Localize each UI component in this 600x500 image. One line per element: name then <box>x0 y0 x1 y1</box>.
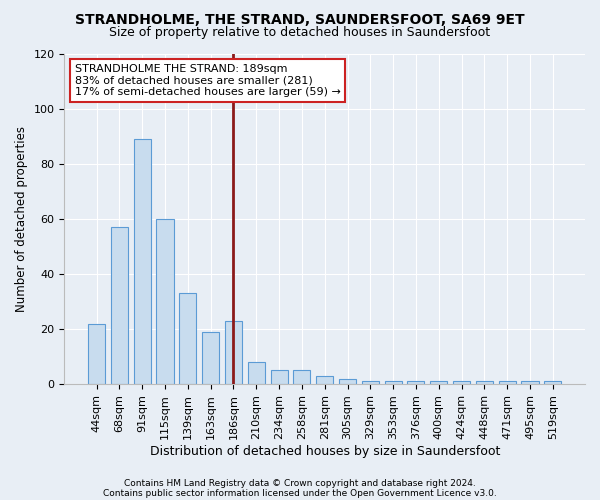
Bar <box>88 324 105 384</box>
Bar <box>248 362 265 384</box>
Bar <box>521 382 539 384</box>
Bar <box>134 140 151 384</box>
Text: STRANDHOLME THE STRAND: 189sqm
83% of detached houses are smaller (281)
17% of s: STRANDHOLME THE STRAND: 189sqm 83% of de… <box>75 64 341 97</box>
Bar <box>179 294 196 384</box>
Bar <box>225 321 242 384</box>
X-axis label: Distribution of detached houses by size in Saundersfoot: Distribution of detached houses by size … <box>149 444 500 458</box>
Bar <box>385 382 401 384</box>
Bar <box>544 382 562 384</box>
Bar <box>339 378 356 384</box>
Bar <box>316 376 333 384</box>
Bar <box>362 382 379 384</box>
Text: Size of property relative to detached houses in Saundersfoot: Size of property relative to detached ho… <box>109 26 491 39</box>
Text: Contains HM Land Registry data © Crown copyright and database right 2024.: Contains HM Land Registry data © Crown c… <box>124 478 476 488</box>
Bar <box>271 370 287 384</box>
Bar <box>453 382 470 384</box>
Bar <box>407 382 424 384</box>
Bar <box>430 382 447 384</box>
Text: Contains public sector information licensed under the Open Government Licence v3: Contains public sector information licen… <box>103 488 497 498</box>
Y-axis label: Number of detached properties: Number of detached properties <box>15 126 28 312</box>
Bar <box>157 219 173 384</box>
Bar <box>111 228 128 384</box>
Text: STRANDHOLME, THE STRAND, SAUNDERSFOOT, SA69 9ET: STRANDHOLME, THE STRAND, SAUNDERSFOOT, S… <box>75 12 525 26</box>
Bar <box>293 370 310 384</box>
Bar <box>476 382 493 384</box>
Bar <box>202 332 219 384</box>
Bar <box>499 382 516 384</box>
